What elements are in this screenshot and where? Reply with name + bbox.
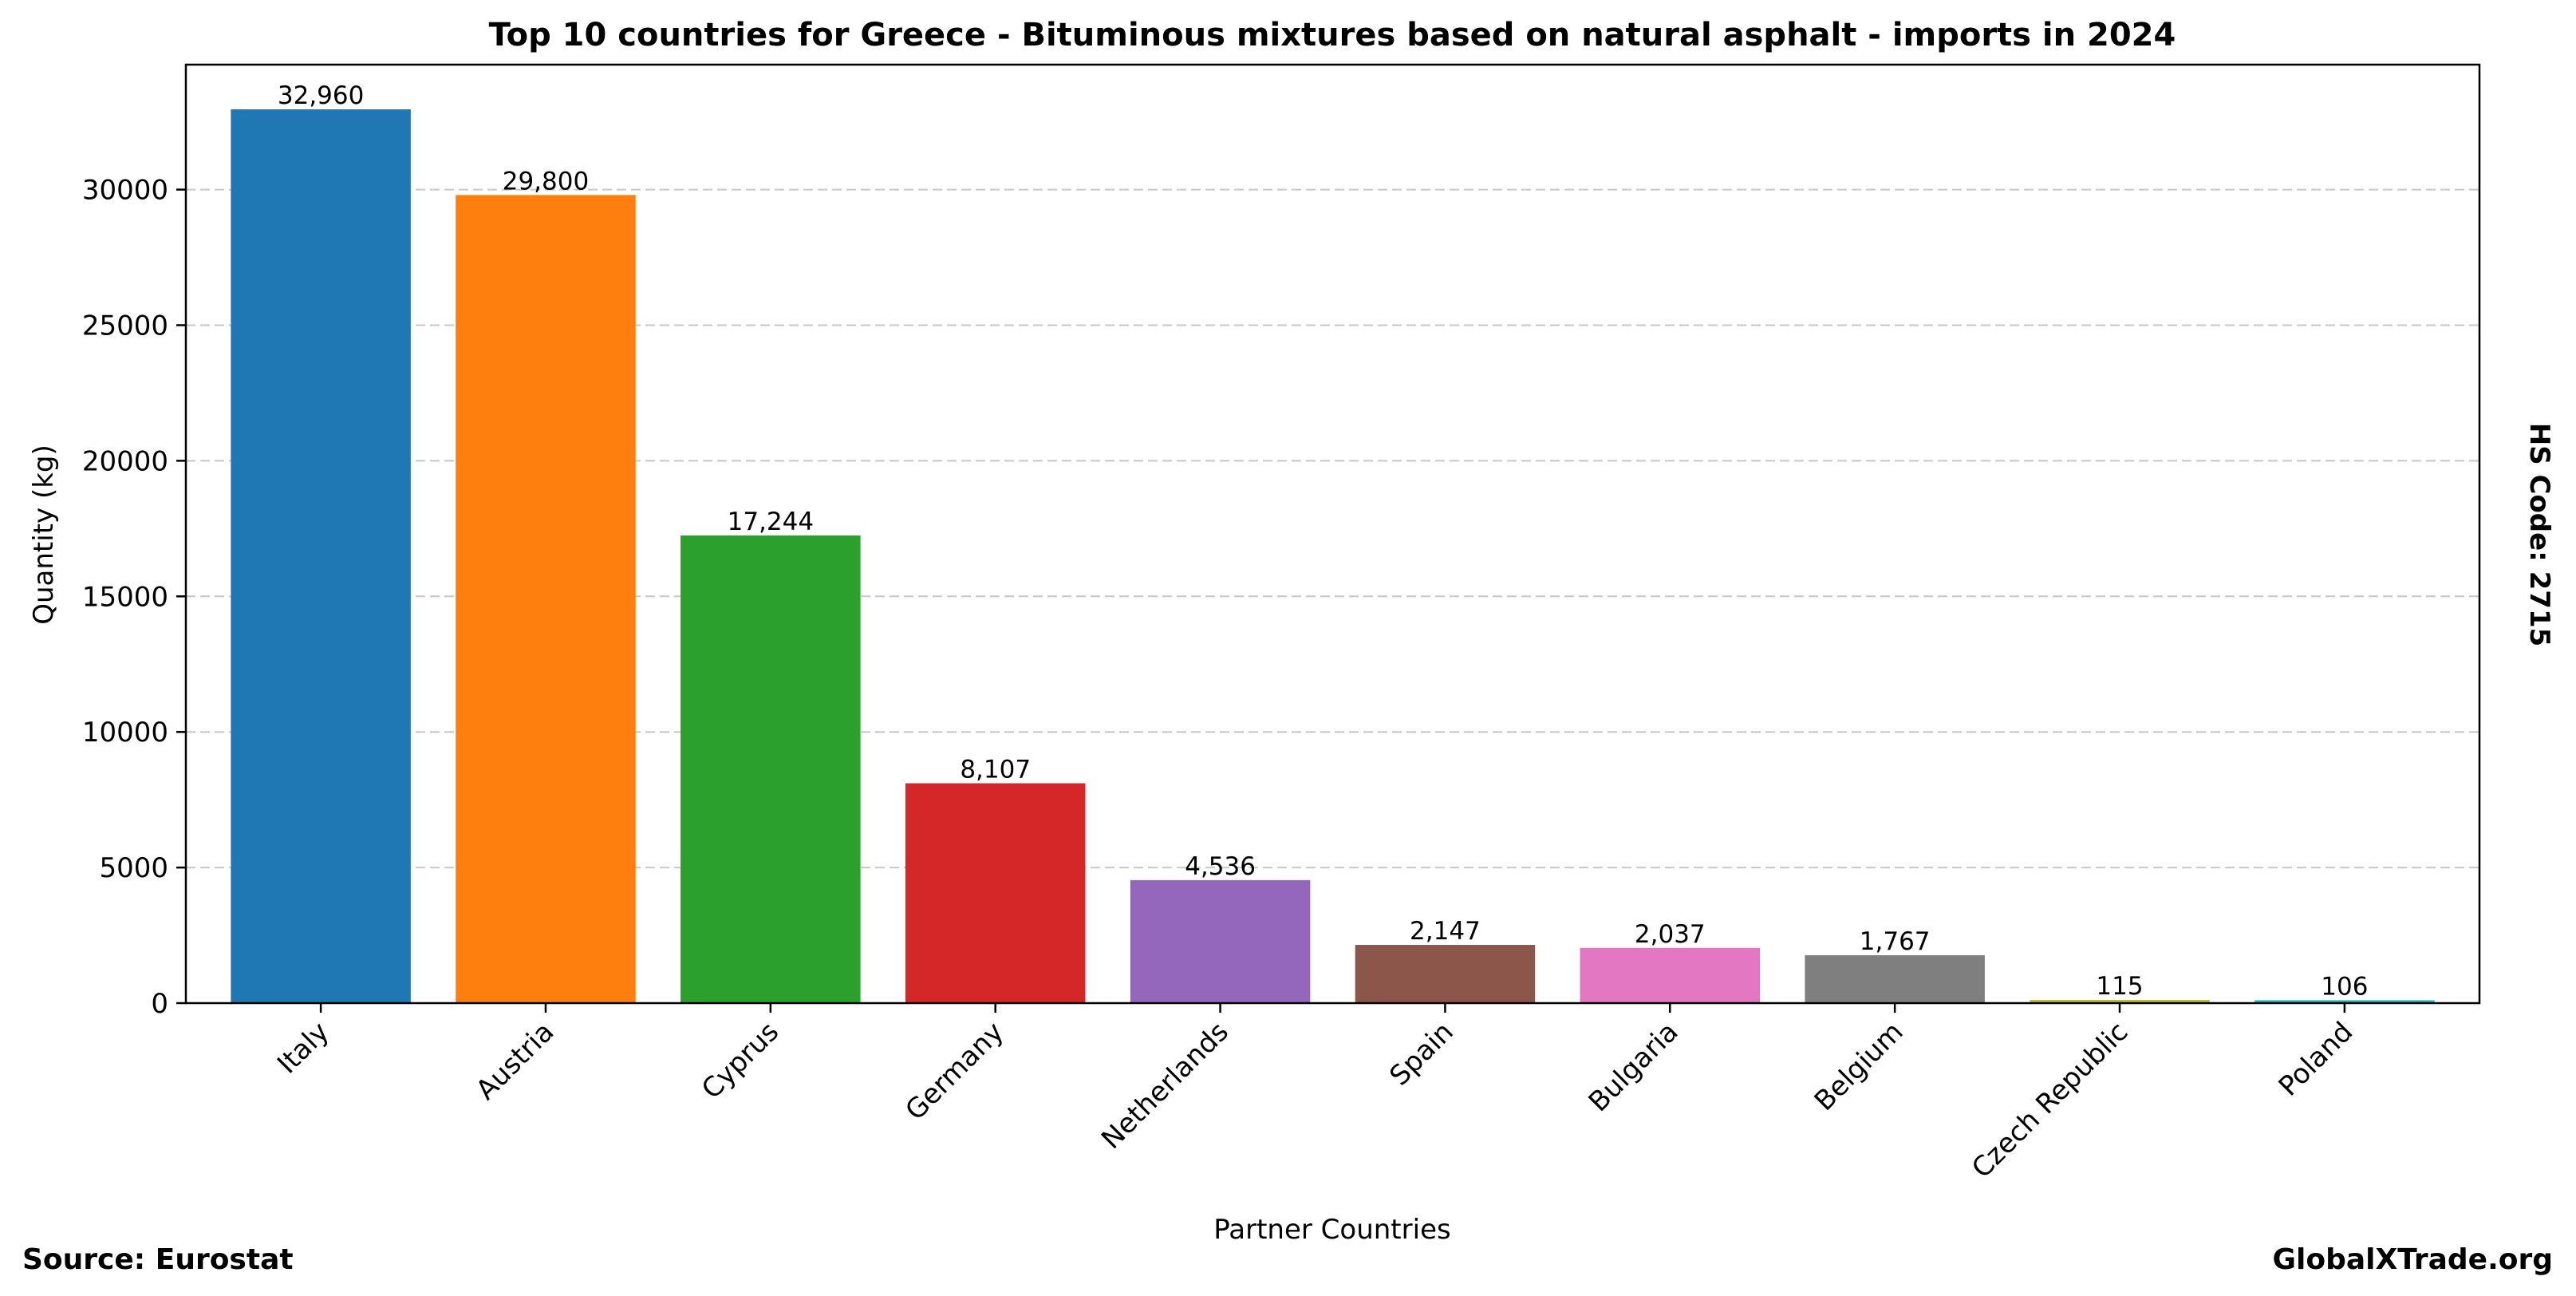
- x-tick-label: Belgium: [1809, 1016, 1910, 1117]
- bar-spain: [1355, 945, 1536, 1003]
- bar-value-label: 106: [2321, 972, 2368, 1001]
- bar-value-label: 115: [2096, 972, 2143, 1001]
- x-axis-label: Partner Countries: [1213, 1214, 1450, 1246]
- bar-belgium: [1805, 954, 1985, 1003]
- bar-italy: [231, 109, 411, 1003]
- hs-code-note: HS Code: 2715: [2523, 423, 2555, 647]
- chart-title: Top 10 countries for Greece - Bituminous…: [489, 17, 2176, 53]
- bar-poland: [2254, 1000, 2435, 1003]
- bar-czech-republic: [2030, 1000, 2210, 1003]
- x-tick-label: Bulgaria: [1583, 1016, 1685, 1118]
- bar-value-label: 29,800: [503, 167, 589, 196]
- y-tick-label: 30000: [82, 175, 168, 207]
- bar-value-label: 17,244: [728, 508, 814, 536]
- y-tick-label: 0: [151, 988, 168, 1020]
- bar-value-labels: 32,960 29,800 17,244 8,107 4,536 2,147 2,037 1,…: [278, 81, 2369, 1001]
- bar-germany: [905, 783, 1086, 1003]
- y-tick-label: 15000: [82, 581, 168, 613]
- bar-austria: [456, 195, 636, 1003]
- bar-cyprus: [680, 535, 861, 1003]
- x-tick-label: Netherlands: [1095, 1016, 1235, 1156]
- bar-value-label: 32,960: [278, 81, 364, 110]
- x-tick-label: Poland: [2273, 1016, 2360, 1103]
- y-tick-label: 10000: [82, 717, 168, 749]
- x-tick-label: Spain: [1383, 1016, 1459, 1092]
- y-tick-label: 25000: [82, 310, 168, 342]
- bars: [231, 109, 2435, 1003]
- y-tick-label: 20000: [82, 445, 168, 477]
- brand-credit: GlobalXTrade.org: [2272, 1243, 2553, 1276]
- x-tick-label: Germany: [899, 1016, 1010, 1127]
- bar-value-label: 2,037: [1635, 920, 1706, 949]
- source-credit: Source: Eurostat: [22, 1243, 294, 1276]
- bar-value-label: 2,147: [1410, 917, 1481, 946]
- bar-netherlands: [1130, 879, 1311, 1003]
- plot-frame: [184, 63, 2481, 1005]
- y-axis-ticks: 0 5000 10000 15000 20000 25000 30000: [82, 175, 186, 1020]
- y-tick-label: 5000: [99, 852, 168, 884]
- x-tick-label: Austria: [470, 1016, 560, 1106]
- bar-value-label: 8,107: [960, 756, 1031, 784]
- x-axis-ticks: Italy Austria Cyprus Germany Netherlands Spai…: [271, 1003, 2359, 1184]
- bar-value-label: 4,536: [1185, 852, 1256, 881]
- x-tick-label: Cyprus: [696, 1016, 785, 1105]
- bar-bulgaria: [1580, 947, 1761, 1003]
- x-tick-label: Czech Republic: [1966, 1016, 2134, 1184]
- x-tick-label: Italy: [271, 1016, 335, 1080]
- bar-value-label: 1,767: [1860, 927, 1931, 956]
- y-axis-label: Quantity (kg): [28, 445, 60, 625]
